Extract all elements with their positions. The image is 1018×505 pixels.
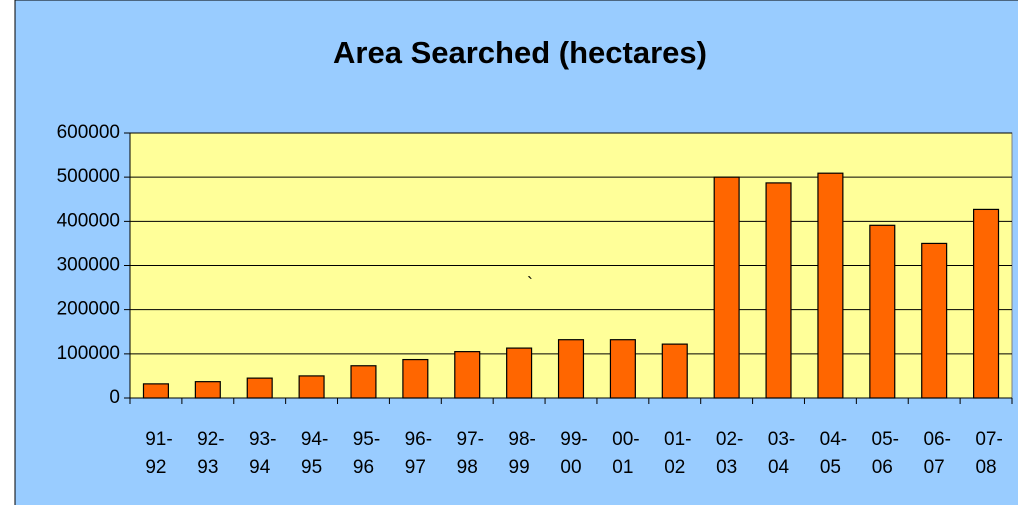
x-tick-label: 07-08 — [975, 429, 1002, 478]
bar — [713, 176, 740, 399]
x-tick-label: 91-92 — [145, 429, 172, 478]
bar — [350, 365, 377, 399]
x-tick-label: 97-98 — [457, 429, 484, 478]
bar — [609, 339, 636, 399]
x-tick-label: 99-00 — [560, 429, 587, 478]
bar — [298, 375, 325, 399]
bar — [973, 208, 1000, 399]
y-tick-label: 300000 — [57, 255, 120, 276]
bar — [402, 358, 429, 399]
bar — [921, 242, 948, 399]
x-tick-label: 92-93 — [197, 429, 224, 478]
bar — [817, 172, 844, 399]
x-tick-label: 96-97 — [405, 429, 432, 478]
x-tick-label: 98-99 — [508, 429, 535, 478]
y-tick-label: 100000 — [57, 343, 120, 364]
annotation: ` — [527, 274, 533, 294]
x-tick-label: 04-05 — [820, 429, 847, 478]
y-tick-label: 500000 — [57, 166, 120, 187]
bar — [869, 224, 896, 399]
bar — [194, 381, 221, 399]
x-tick-label: 94-95 — [301, 429, 328, 478]
bar — [454, 351, 481, 399]
bar — [765, 182, 792, 399]
y-tick-label: 400000 — [57, 210, 120, 231]
y-tick-label: 0 — [109, 387, 120, 408]
bar — [246, 377, 273, 399]
x-tick-label: 02-03 — [716, 429, 743, 478]
x-tick-label: 93-94 — [249, 429, 276, 478]
x-tick-label: 95-96 — [353, 429, 380, 478]
x-tick-label: 03-04 — [768, 429, 795, 478]
x-tick-label: 05-06 — [872, 429, 899, 478]
chart-title: Area Searched (hectares) — [333, 35, 707, 70]
x-tick-label: 00-01 — [612, 429, 639, 478]
y-tick-label: 600000 — [57, 122, 120, 143]
y-tick-label: 200000 — [57, 299, 120, 320]
bar — [557, 339, 585, 399]
bar — [661, 343, 688, 399]
x-tick-label: 06-07 — [923, 429, 950, 478]
bar — [142, 383, 169, 399]
x-tick-label: 01-02 — [664, 429, 691, 478]
bar — [506, 347, 533, 399]
